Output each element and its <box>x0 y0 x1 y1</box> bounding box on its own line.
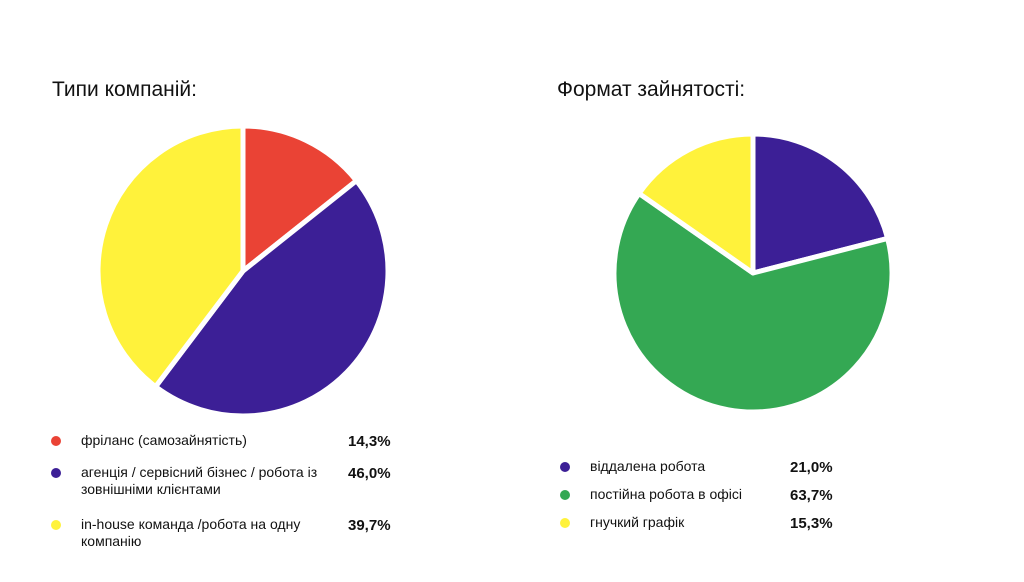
legend-value: 46,0% <box>348 465 391 482</box>
legend-swatch <box>51 520 61 530</box>
legend-value: 15,3% <box>790 515 833 532</box>
pie-slice-agency <box>153 178 391 419</box>
pie-slice-remote <box>750 131 891 276</box>
legend-swatch <box>560 462 570 472</box>
pie-slice-office <box>611 190 895 415</box>
pie-chart-employment-format <box>611 131 895 415</box>
pie-slice-flexible <box>636 131 756 276</box>
legend-label: фріланс (самозайнятість) <box>81 432 247 448</box>
pie-slice-inhouse <box>95 123 246 390</box>
legend-swatch <box>560 490 570 500</box>
legend-value: 39,7% <box>348 517 391 534</box>
legend-value: 14,3% <box>348 433 391 450</box>
legend-label: гнучкий графік <box>590 514 685 530</box>
legend-swatch <box>560 518 570 528</box>
legend-label: агенція / сервісний бізнес / робота із з… <box>81 464 318 497</box>
legend-swatch <box>51 436 61 446</box>
legend-label: постійна робота в офісі <box>590 486 742 502</box>
pie-chart-company-types <box>95 123 391 419</box>
legend-value: 21,0% <box>790 459 833 476</box>
legend-value: 63,7% <box>790 487 833 504</box>
chart-title-company-types: Типи компаній: <box>52 78 197 101</box>
legend-label: віддалена робота <box>590 458 706 474</box>
legend-swatch <box>51 468 61 478</box>
chart-title-employment-format: Формат зайнятості: <box>557 78 746 101</box>
legend-label: in-house команда /робота на одну компані… <box>81 516 301 549</box>
pie-slice-freelance <box>240 123 359 274</box>
